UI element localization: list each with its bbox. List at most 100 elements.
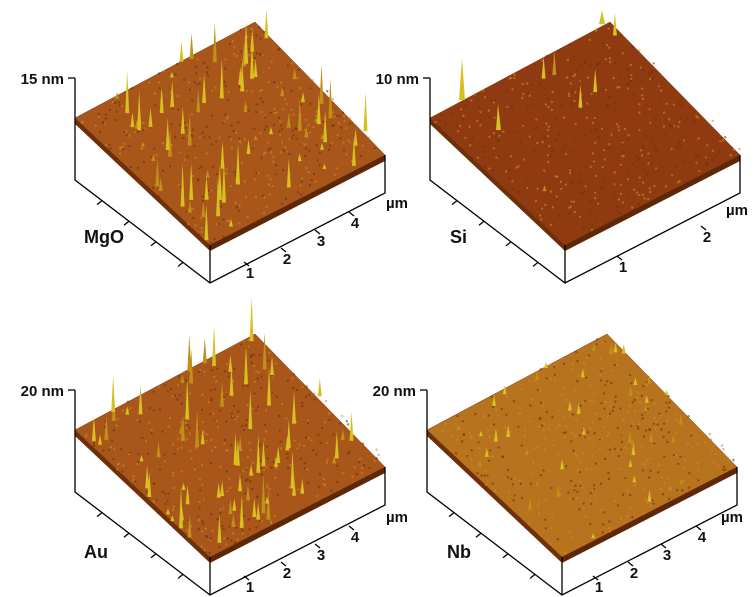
texture [228,42,232,45]
axis-tick [532,261,539,267]
texture [249,355,252,358]
texture [592,400,595,403]
texture [313,398,316,401]
texture [543,448,547,451]
texture [235,206,239,209]
texture [546,154,550,157]
texture [642,69,645,72]
texture [586,431,590,434]
texture [215,380,218,383]
spike [147,471,152,497]
texture [593,116,597,120]
texture [574,139,577,142]
texture [532,379,536,382]
texture [326,89,329,93]
texture [569,171,572,175]
texture [229,184,233,188]
texture [574,122,577,125]
spike [189,32,194,60]
texture [546,97,549,100]
spike [292,477,296,496]
spike [334,431,339,459]
texture [551,60,554,63]
texture [555,139,558,142]
texture [145,490,149,494]
texture [580,79,583,82]
texture [621,201,625,204]
texture [682,466,686,469]
texture [569,169,572,172]
texture [627,83,631,86]
texture [290,89,293,92]
side-wall [565,155,740,283]
texture [611,369,615,372]
texture [621,143,624,146]
texture [508,490,511,493]
texture [264,409,268,412]
texture [598,417,601,421]
texture [553,195,556,199]
texture [102,121,105,124]
spike [125,70,130,114]
texture [184,126,187,129]
texture [722,447,725,451]
texture [92,441,96,445]
texture [547,206,550,210]
texture [215,172,218,176]
texture [585,468,588,471]
texture [136,166,140,170]
texture [325,461,329,464]
spike [353,128,358,146]
texture [269,520,273,523]
texture [225,449,228,452]
texture [617,129,621,132]
texture [260,156,263,160]
texture [260,88,264,92]
texture [355,472,359,476]
texture [583,543,586,546]
texture [220,205,223,208]
texture [224,113,227,117]
texture [557,423,560,427]
texture [512,400,516,403]
spike [340,429,345,441]
texture [720,444,724,447]
texture [663,134,666,137]
texture [654,118,657,121]
texture [585,434,588,438]
texture [599,357,602,360]
spike [159,85,164,113]
texture [654,420,658,423]
texture [274,362,277,365]
texture [667,118,671,121]
texture [549,223,553,226]
texture [225,393,228,396]
texture [179,151,182,154]
texture [84,435,88,438]
texture [209,438,213,442]
texture [608,147,612,150]
texture [596,338,599,341]
texture [601,367,604,370]
texture [198,500,201,504]
texture [207,189,211,192]
texture [188,88,192,91]
texture [601,437,604,440]
texture [526,179,529,182]
spike [578,84,583,108]
texture [246,384,249,387]
texture [553,378,556,381]
spike [647,489,652,502]
spike [297,153,302,162]
axis-tick [243,261,250,267]
texture [554,117,557,120]
texture [629,373,632,377]
texture [582,227,585,230]
spike [228,499,233,515]
texture [119,146,122,149]
texture [644,135,648,138]
texture [642,147,645,150]
texture [288,486,291,489]
texture [617,467,621,471]
texture [644,500,648,503]
